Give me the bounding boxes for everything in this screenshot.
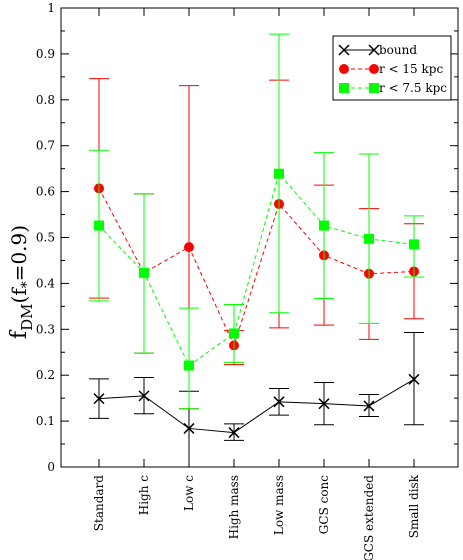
x-axis-ticks: Standard High c Low c High mass Low mass GCS …: [92, 8, 421, 560]
legend-box: [332, 35, 452, 101]
y-tick-label: 0.9: [36, 47, 55, 61]
y-tick-label: 0.1: [36, 414, 55, 428]
marker-circle: [184, 242, 194, 253]
marker-x: [273, 396, 285, 408]
y-axis-ticks: 0 0.1 0.2 0.3 0.4 0.5 0.6 0.7 0.8 0.9 1: [36, 1, 458, 474]
y-tick-label: 0.4: [36, 276, 55, 290]
y-tick-label: 0.6: [36, 185, 55, 199]
marker-circle: [369, 64, 379, 74]
marker-square: [184, 360, 194, 371]
series-line: [98, 172, 415, 367]
x-category-label: High c: [137, 475, 151, 516]
legend: bound r < 15 kpc r < 7.5 kpc: [332, 35, 452, 101]
y-tick-label: 0.3: [36, 322, 55, 336]
y-tick-label: 0.7: [36, 139, 55, 153]
legend-label: bound: [379, 43, 417, 57]
series-line: [98, 188, 415, 347]
marker-square: [364, 233, 374, 244]
marker-x: [183, 422, 195, 434]
x-category-label: Small disk: [407, 474, 421, 538]
y-tick-label: 1: [47, 1, 55, 15]
marker-x-stroke: [338, 44, 350, 56]
marker-x-stroke: [228, 427, 240, 439]
marker-square: [369, 83, 379, 93]
legend-label: r < 7.5 kpc: [379, 81, 447, 95]
series-layer: [89, 33, 424, 468]
marker-square: [339, 83, 349, 93]
marker-x: [228, 427, 240, 439]
ylabel-paren-open: (f: [7, 287, 31, 304]
marker-x-stroke: [138, 390, 150, 402]
ylabel-sub: DM: [18, 304, 36, 331]
marker-x-stroke: [363, 400, 375, 412]
marker-x-stroke: [408, 373, 420, 385]
y-tick-label: 0.2: [36, 368, 55, 382]
marker-circle: [339, 64, 349, 74]
marker-square: [229, 328, 239, 339]
marker-square: [139, 267, 149, 278]
series-line: [98, 378, 415, 434]
marker-x: [368, 44, 380, 56]
series-2: [89, 33, 424, 410]
marker-square: [319, 220, 329, 231]
ylabel-main: f: [7, 329, 32, 339]
marker-x-stroke: [93, 393, 105, 405]
ylabel-paren-sub: *: [19, 281, 35, 288]
marker-x-stroke: [273, 396, 285, 408]
marker-square: [94, 220, 104, 231]
y-tick-label: 0: [47, 460, 55, 474]
marker-x: [363, 400, 375, 412]
marker-x-stroke: [368, 44, 380, 56]
y-tick-label: 0.5: [36, 231, 55, 245]
marker-square: [274, 168, 284, 179]
y-tick-label: 0.8: [36, 93, 55, 107]
y-axis-label: fDM(f*=0.9): [7, 225, 36, 339]
marker-square: [409, 239, 419, 250]
marker-x: [408, 373, 420, 385]
marker-x: [138, 390, 150, 402]
x-category-label: Low mass: [272, 475, 286, 535]
x-category-label: Standard: [92, 475, 106, 531]
marker-x: [93, 393, 105, 405]
ylabel-paren-close: =0.9): [7, 225, 31, 281]
marker-x: [338, 44, 350, 56]
x-category-label: GCS extended: [362, 475, 376, 560]
legend-label: r < 15 kpc: [379, 62, 443, 76]
series-0: [89, 332, 424, 468]
marker-x-stroke: [318, 398, 330, 410]
x-category-label: Low c: [182, 475, 196, 511]
x-category-label: GCS conc: [317, 475, 331, 534]
x-category-label: High mass: [227, 475, 241, 539]
marker-x: [318, 398, 330, 410]
marker-x-stroke: [183, 422, 195, 434]
